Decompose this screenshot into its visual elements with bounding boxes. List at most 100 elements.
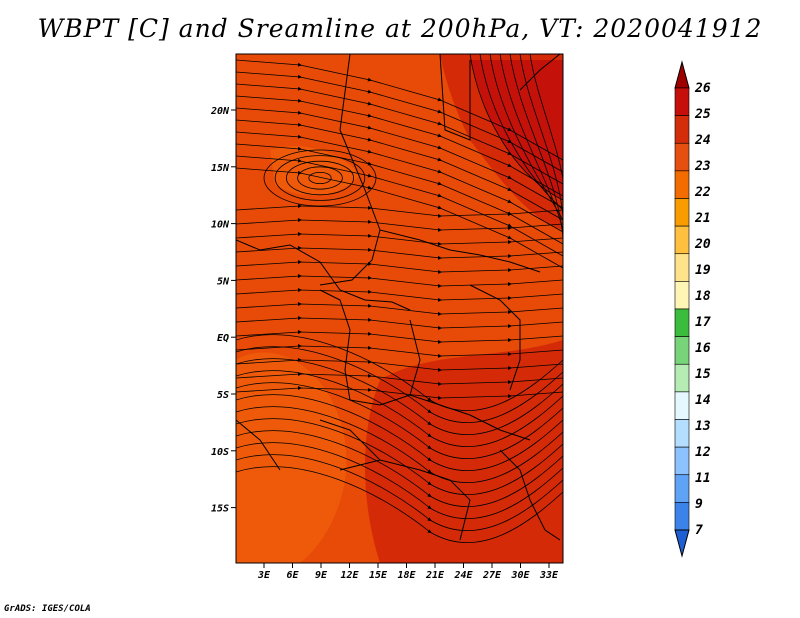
lat-tick-label: 10N <box>211 220 230 231</box>
border-line <box>236 419 281 471</box>
colorbar-cell <box>674 446 690 476</box>
border-line <box>339 459 471 541</box>
streamline <box>236 394 563 471</box>
streamline <box>236 330 563 344</box>
lon-tick-label: 27E <box>482 570 502 581</box>
colorbar-label: 18 <box>695 289 711 304</box>
streamline <box>236 288 563 302</box>
latitude-axis: 20N 15N 10N 5N EQ 5S 10S 15S <box>210 106 236 515</box>
streamline <box>236 346 563 423</box>
border-line <box>439 54 471 141</box>
streamline <box>236 260 563 274</box>
lon-tick-label: 12E <box>340 570 359 581</box>
colorbar-top-arrow <box>674 60 690 89</box>
lat-tick-label: 20N <box>210 106 230 117</box>
lon-tick-label: 3E <box>257 570 271 581</box>
streamline <box>236 358 563 372</box>
colorbar-cell <box>674 142 690 172</box>
streamline <box>236 454 563 531</box>
map-panel <box>236 54 563 563</box>
colorbar-cell <box>674 419 690 448</box>
colorbar-cell <box>674 502 690 531</box>
border-line <box>409 319 421 396</box>
colorbar-cell <box>674 115 690 144</box>
lat-tick-label: EQ <box>217 333 229 344</box>
colorbar-cell <box>674 87 690 116</box>
lat-tick-label: 15S <box>211 504 229 515</box>
border-line <box>319 289 351 401</box>
colorbar-cell <box>674 170 690 199</box>
border-line <box>349 394 531 441</box>
streamline <box>519 54 563 250</box>
colorbar-cell <box>674 363 690 393</box>
colorbar-label: 21 <box>694 211 711 226</box>
border-line <box>236 239 411 311</box>
colorbar-cell <box>674 253 690 282</box>
colorbar-cell <box>674 391 690 420</box>
lon-tick-label: 33E <box>539 570 559 581</box>
colorbar-cell <box>674 198 690 227</box>
warm-region-southeast <box>365 340 563 563</box>
streamline-vortex <box>274 155 366 201</box>
streamline <box>529 54 563 260</box>
streamline <box>479 54 563 211</box>
colorbar-label: 20 <box>694 237 711 252</box>
colorbar: 26 25 24 23 22 21 20 19 18 17 16 15 14 13 12 11 9 7 <box>674 60 711 558</box>
streamline <box>236 442 563 519</box>
colorbar-cell <box>674 225 690 255</box>
streamline <box>236 302 563 316</box>
border-line <box>469 284 521 391</box>
streamline <box>236 218 563 232</box>
colorbar-label: 17 <box>695 315 711 330</box>
country-borders <box>236 54 561 541</box>
colorbar-cell <box>674 336 690 365</box>
lon-tick-label: 30E <box>510 570 530 581</box>
lon-tick-label: 15E <box>369 570 388 581</box>
colorbar-label: 9 <box>695 497 703 512</box>
lon-tick-label: 24E <box>453 570 473 581</box>
colorbar-label: 11 <box>695 471 711 486</box>
colorbar-cell <box>674 474 690 503</box>
colorbar-bottom-arrow <box>674 529 690 558</box>
streamline-vortex <box>285 160 354 196</box>
streamline <box>236 406 563 483</box>
colorbar-label: 25 <box>694 107 711 122</box>
streamline <box>499 54 563 231</box>
lon-tick-label: 9E <box>315 570 328 581</box>
streamline <box>236 370 563 447</box>
lat-tick-label: 5S <box>217 390 229 401</box>
colorbar-cell <box>674 308 690 337</box>
colorbar-label: 15 <box>695 367 711 382</box>
border-line <box>519 54 561 91</box>
border-line <box>499 449 561 541</box>
lon-tick-label: 21E <box>425 570 445 581</box>
longitude-axis: 3E 6E 9E 12E 15E 18E 21E 24E 27E 30E 33E <box>257 563 559 581</box>
colorbar-label: 23 <box>694 159 711 174</box>
streamline <box>236 167 563 269</box>
streamline-vortex <box>308 171 332 184</box>
streamline-vortex <box>297 166 343 190</box>
streamline <box>236 334 563 411</box>
colorbar-label: 19 <box>695 263 711 278</box>
border-line <box>379 229 541 273</box>
border-line <box>319 419 381 461</box>
streamline <box>236 466 563 543</box>
streamline <box>236 418 563 495</box>
streamlines <box>236 54 563 543</box>
streamline <box>236 204 563 218</box>
streamline <box>236 372 563 386</box>
colorbar-label: 12 <box>695 445 711 460</box>
streamline <box>489 54 563 221</box>
colorbar-label: 14 <box>695 393 711 408</box>
cool-region-southwest <box>236 352 347 563</box>
map-title: WBPT [C] and Sreamline at 200hPa, VT: 20… <box>37 14 763 43</box>
colorbar-label: 24 <box>694 133 711 148</box>
streamline <box>236 274 563 288</box>
streamline <box>469 54 563 201</box>
colorbar-label: 13 <box>695 419 711 434</box>
streamline <box>236 344 563 358</box>
colorbar-label: 16 <box>695 341 711 356</box>
lat-tick-label: 10S <box>211 447 229 458</box>
lon-tick-label: 6E <box>286 570 299 581</box>
